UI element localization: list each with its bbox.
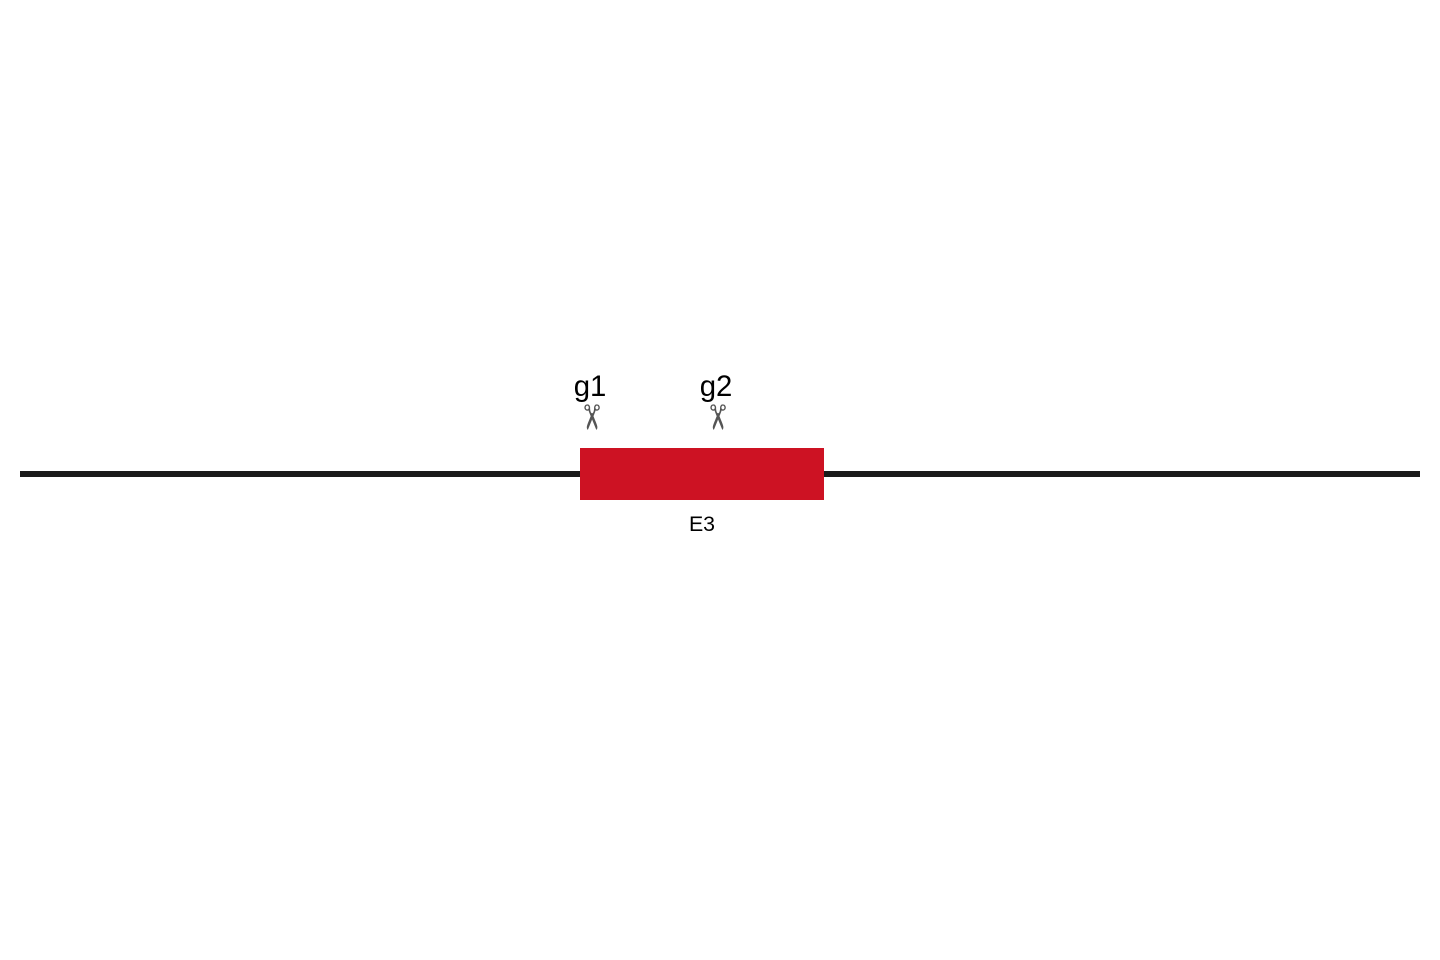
cut-site-label-g2: g2 [700, 370, 733, 404]
cut-site-label-g1: g1 [574, 370, 607, 404]
exon-label: E3 [689, 512, 715, 537]
exon-box [580, 448, 824, 500]
scissors-icon: ✂ [699, 403, 734, 432]
gene-diagram: E3 g1 ✂ g2 ✂ [0, 0, 1440, 960]
scissors-icon: ✂ [573, 403, 608, 432]
